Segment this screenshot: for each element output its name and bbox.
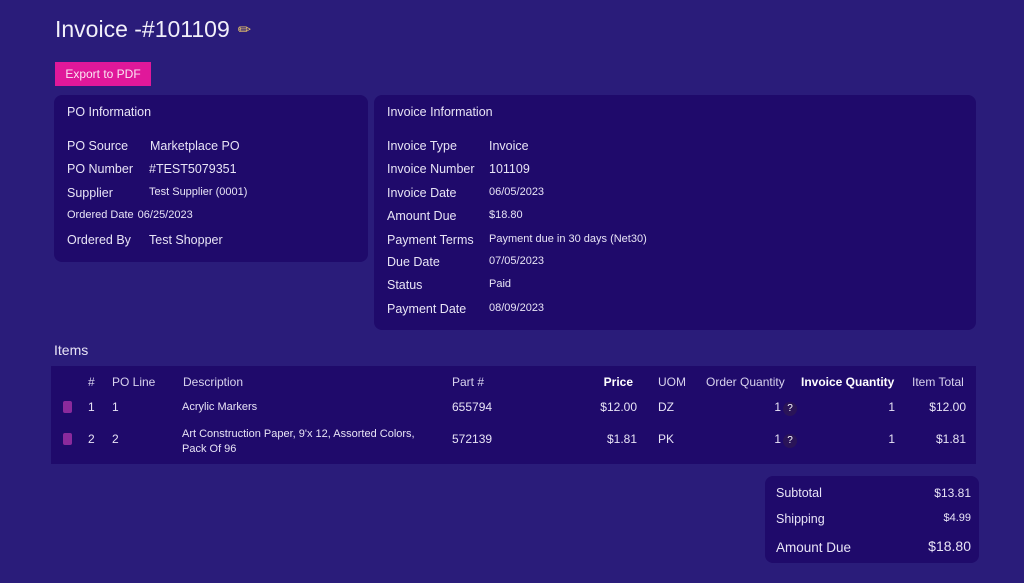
supplier-label: Supplier bbox=[67, 186, 113, 200]
ordered-date-label: Ordered Date bbox=[67, 209, 134, 221]
col-uom: UOM bbox=[658, 375, 686, 389]
invoice-type-value: Invoice bbox=[489, 139, 529, 153]
invoice-date-label: Invoice Date bbox=[387, 186, 457, 200]
row-marker[interactable] bbox=[63, 433, 72, 445]
row-uom: DZ bbox=[658, 400, 674, 414]
row-price: $1.81 bbox=[606, 432, 637, 446]
subtotal-value: $13.81 bbox=[934, 486, 971, 500]
totals-panel: Subtotal $13.81 Shipping $4.99 Amount Du… bbox=[765, 476, 979, 563]
items-heading: Items bbox=[54, 342, 89, 358]
payment-date-label: Payment Date bbox=[387, 302, 467, 316]
supplier-value: Test Supplier (0001) bbox=[149, 186, 248, 198]
row-po-line: 1 bbox=[112, 400, 119, 414]
amount-due-total-label: Amount Due bbox=[776, 540, 852, 555]
row-po-line: 2 bbox=[112, 432, 119, 446]
amount-due-label: Amount Due bbox=[387, 209, 457, 223]
ordered-by-label: Ordered By bbox=[67, 233, 131, 247]
row-description-line2: Pack Of 96 bbox=[182, 443, 237, 455]
row-part: 655794 bbox=[452, 400, 493, 414]
row-price: $12.00 bbox=[600, 400, 637, 414]
payment-date-value: 08/09/2023 bbox=[489, 302, 545, 314]
po-source-value: Marketplace PO bbox=[150, 139, 240, 153]
due-date-label: Due Date bbox=[387, 255, 440, 269]
po-information-panel: PO Information PO Source Marketplace PO P… bbox=[54, 95, 368, 262]
po-number-label: PO Number bbox=[67, 162, 133, 176]
amount-due-value: $18.80 bbox=[489, 209, 523, 221]
col-po-line: PO Line bbox=[112, 375, 156, 389]
export-pdf-button[interactable]: Export to PDF bbox=[55, 62, 151, 86]
col-item-total: Item Total bbox=[912, 375, 964, 389]
page-title: Invoice -#101109 ✏ bbox=[55, 16, 251, 43]
row-invoice-qty: 1 bbox=[888, 432, 895, 446]
ordered-date-value: 06/25/2023 bbox=[137, 209, 193, 221]
col-num: # bbox=[88, 375, 95, 389]
items-table: # PO Line Description Part # Price UOM O… bbox=[51, 366, 976, 464]
invoice-title: Invoice -#101109 bbox=[55, 16, 230, 42]
amount-due-total-value: $18.80 bbox=[928, 538, 971, 554]
row-description: Acrylic Markers bbox=[182, 401, 258, 413]
row-num: 1 bbox=[88, 400, 95, 414]
status-value: Paid bbox=[489, 278, 512, 290]
col-part: Part # bbox=[452, 375, 485, 389]
col-invoice-quantity: Invoice Quantity bbox=[801, 375, 895, 389]
invoice-number-value: 101109 bbox=[489, 162, 530, 176]
pencil-icon[interactable]: ✏ bbox=[237, 21, 252, 39]
row-order-qty: 1 bbox=[774, 400, 781, 414]
help-icon[interactable]: ? bbox=[783, 402, 797, 416]
due-date-value: 07/05/2023 bbox=[489, 255, 545, 267]
invoice-date-value: 06/05/2023 bbox=[489, 186, 545, 198]
row-marker[interactable] bbox=[63, 401, 72, 413]
po-number-value: #TEST5079351 bbox=[149, 162, 237, 176]
row-num: 2 bbox=[88, 432, 95, 446]
invoice-number-label: Invoice Number bbox=[387, 162, 475, 176]
shipping-value: $4.99 bbox=[943, 512, 971, 524]
row-invoice-qty: 1 bbox=[888, 400, 895, 414]
ordered-by-value: Test Shopper bbox=[149, 233, 223, 247]
payment-terms-label: Payment Terms bbox=[387, 233, 474, 247]
row-total: $1.81 bbox=[935, 432, 966, 446]
col-price: Price bbox=[603, 375, 633, 389]
shipping-label: Shipping bbox=[776, 512, 825, 526]
col-description: Description bbox=[183, 375, 244, 389]
status-label: Status bbox=[387, 278, 423, 292]
invoice-information-heading: Invoice Information bbox=[387, 105, 493, 119]
invoice-type-label: Invoice Type bbox=[387, 139, 457, 153]
col-order-quantity: Order Quantity bbox=[706, 375, 785, 389]
invoice-information-panel: Invoice Information Invoice Type Invoice … bbox=[374, 95, 976, 330]
po-information-heading: PO Information bbox=[67, 105, 152, 119]
row-order-qty: 1 bbox=[774, 432, 781, 446]
help-icon[interactable]: ? bbox=[783, 434, 797, 448]
payment-terms-value: Payment due in 30 days (Net30) bbox=[489, 233, 647, 245]
row-part: 572139 bbox=[452, 432, 493, 446]
subtotal-label: Subtotal bbox=[776, 486, 822, 500]
row-description: Art Construction Paper, 9'x 12, Assorted… bbox=[182, 428, 415, 440]
row-total: $12.00 bbox=[929, 400, 966, 414]
po-source-label: PO Source bbox=[67, 139, 129, 153]
row-uom: PK bbox=[658, 432, 675, 446]
